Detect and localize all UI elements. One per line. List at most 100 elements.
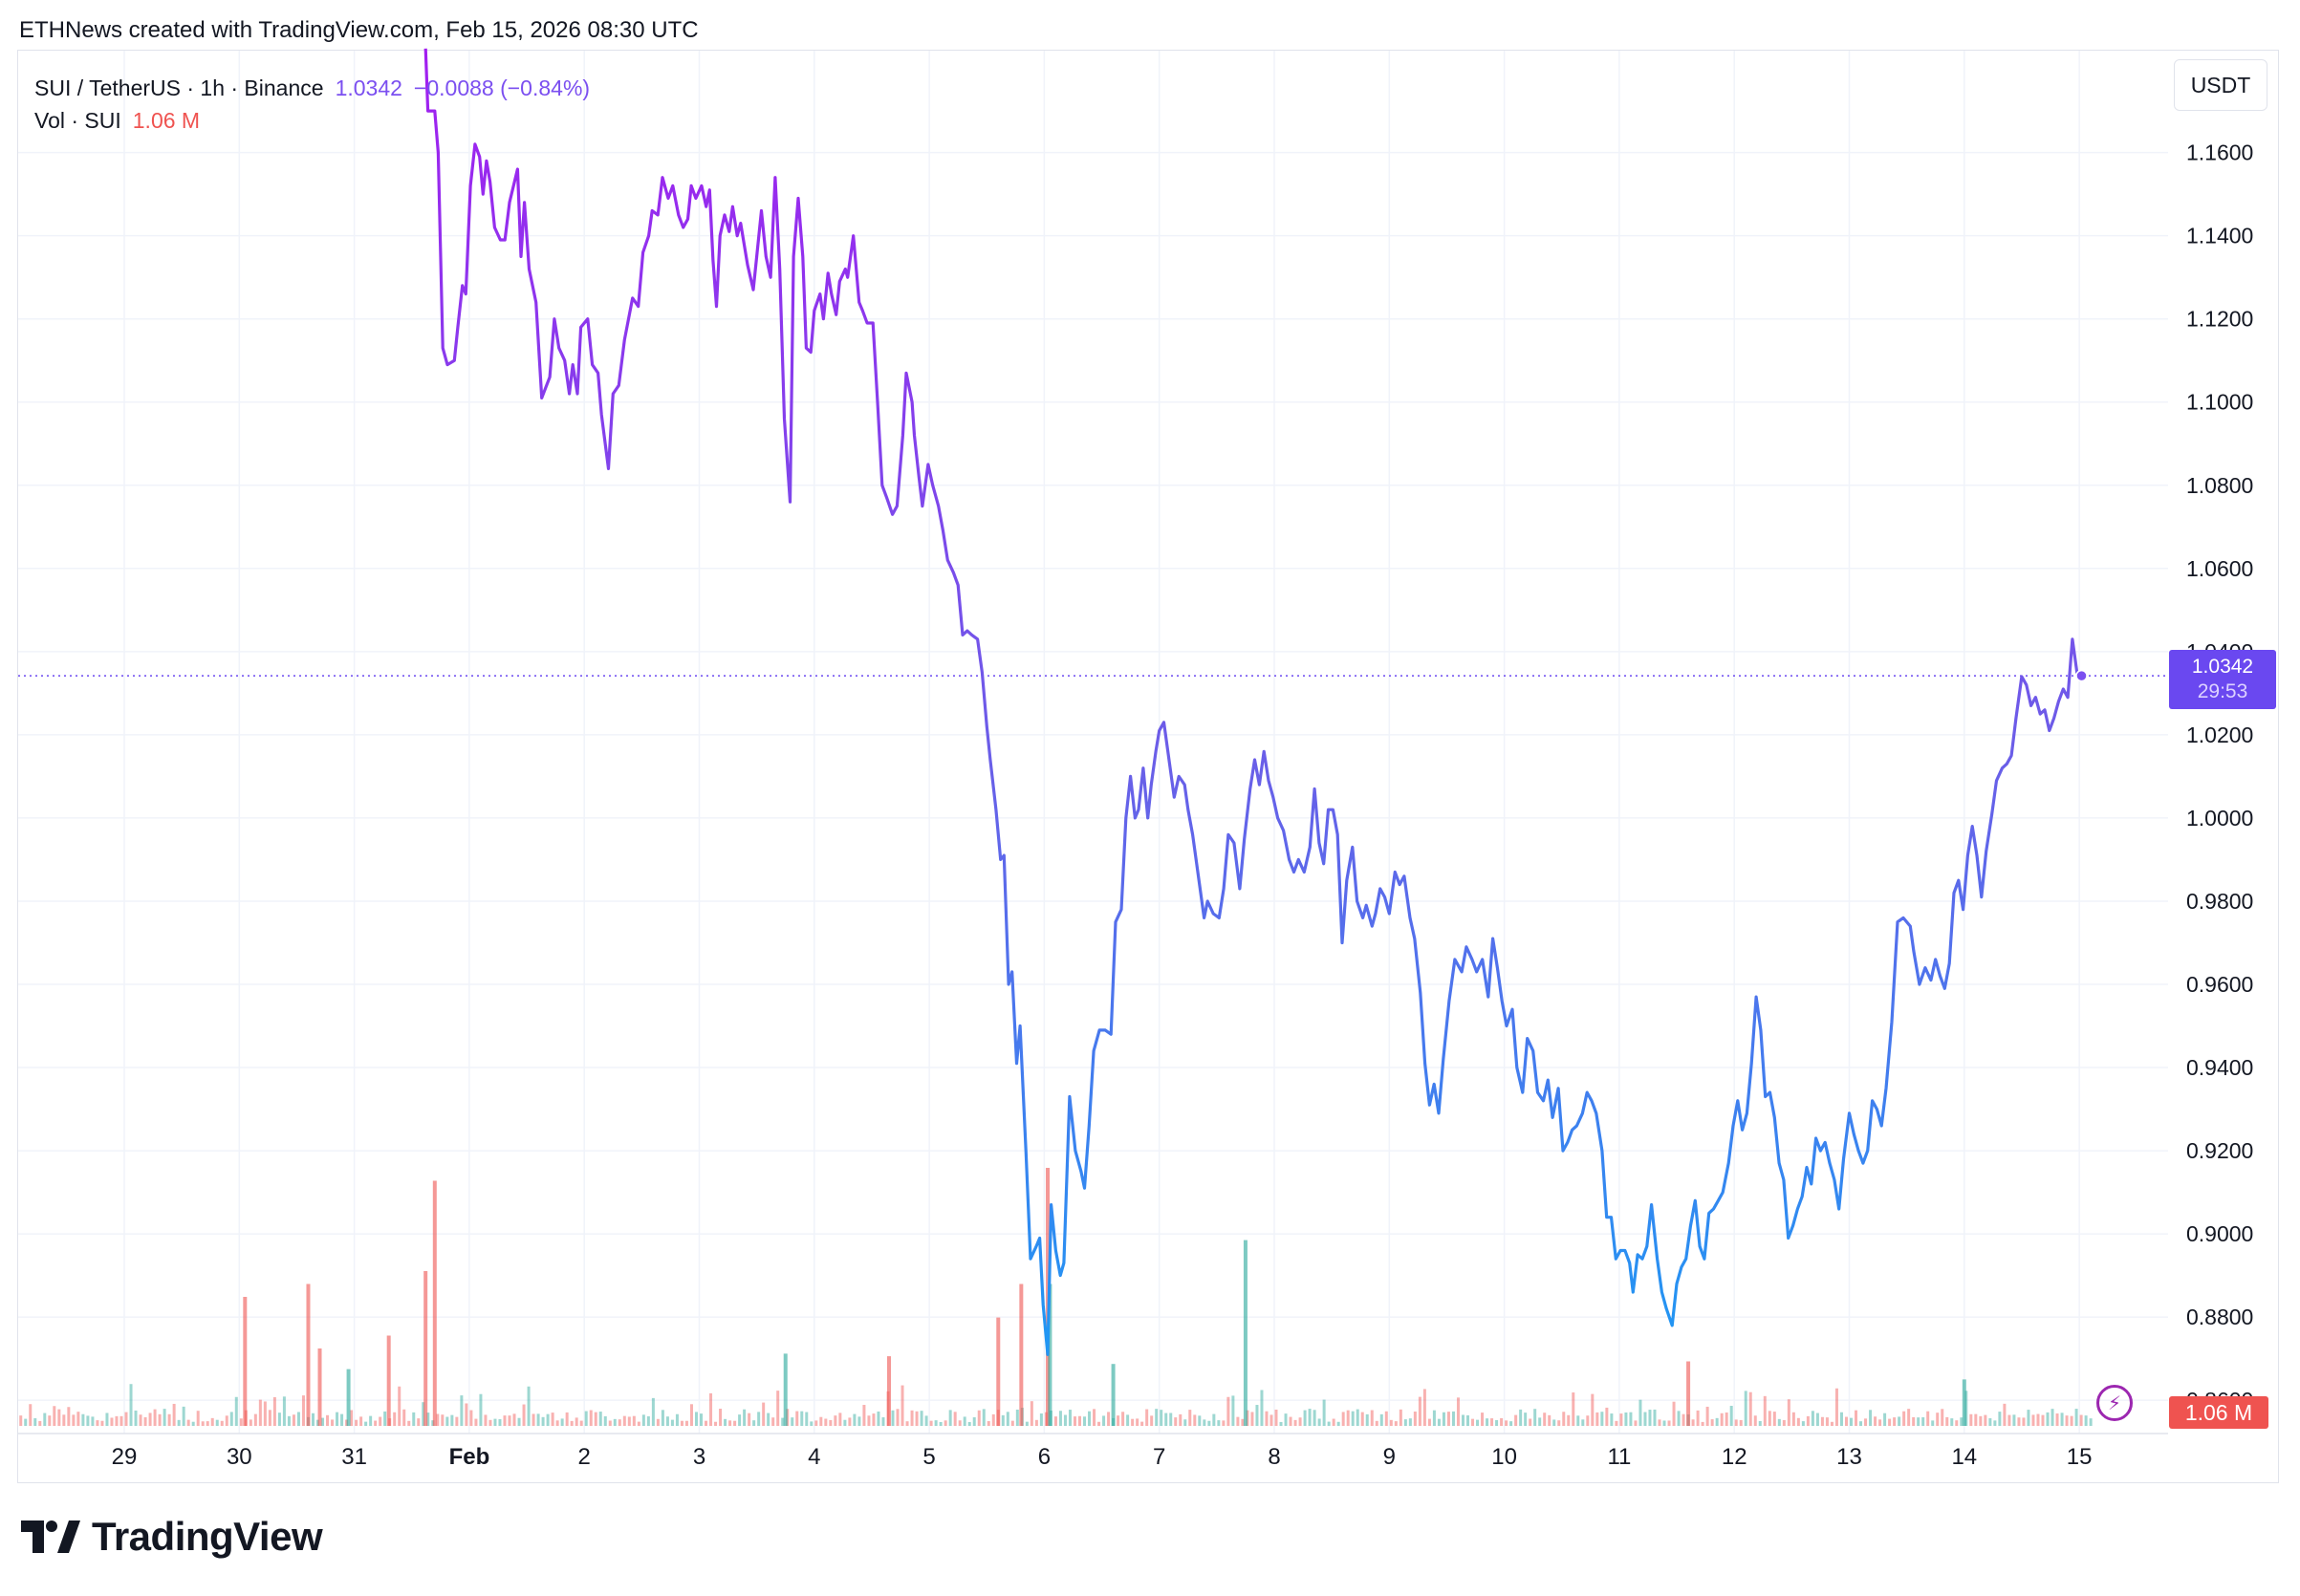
volume-bar (944, 1420, 947, 1426)
volume-bar (91, 1416, 95, 1426)
volume-bar (1375, 1420, 1378, 1426)
volume-bar (38, 1420, 42, 1426)
volume-bar (641, 1414, 645, 1426)
volume-bar (1595, 1412, 1599, 1426)
x-axis-tick-label: 10 (1491, 1444, 1517, 1470)
volume-bar (872, 1413, 876, 1426)
volume-bar (301, 1395, 305, 1426)
x-axis-tick-label: 7 (1153, 1444, 1165, 1470)
volume-bar (407, 1420, 411, 1426)
volume-bar (1236, 1416, 1240, 1426)
volume-bar (493, 1418, 497, 1426)
volume-bar (1207, 1420, 1211, 1426)
volume-bar (1864, 1418, 1868, 1426)
volume-bar (1241, 1418, 1245, 1426)
volume-bar (1998, 1412, 2002, 1426)
volume-bar (1289, 1416, 1292, 1426)
volume-bar (2007, 1414, 2011, 1426)
volume-spike-bar (1019, 1283, 1024, 1426)
volume-bar (1265, 1411, 1269, 1426)
volume-bar (1753, 1415, 1757, 1426)
volume-bar (1365, 1413, 1369, 1426)
volume-bar (1001, 1414, 1005, 1426)
volume-bar (1514, 1414, 1518, 1426)
volume-bar (579, 1420, 583, 1426)
volume-bar (1164, 1413, 1168, 1426)
y-axis-tick-label: 1.1000 (2186, 390, 2253, 415)
volume-bar (119, 1415, 123, 1426)
volume-bar (877, 1411, 880, 1426)
volume-bar (924, 1415, 928, 1426)
tradingview-logo-text: TradingView (92, 1514, 323, 1559)
volume-spike-bar (243, 1297, 248, 1426)
volume-bar (1174, 1417, 1178, 1426)
volume-bar (805, 1412, 809, 1426)
volume-bar (1806, 1415, 1810, 1426)
bar-countdown: 29:53 (2197, 680, 2248, 702)
y-axis-tick-label: 1.1400 (2186, 224, 2253, 248)
volume-bar (934, 1420, 938, 1426)
volume-bar (1422, 1389, 1426, 1426)
volume-bar (340, 1413, 344, 1426)
volume-bar (316, 1419, 320, 1426)
volume-bar (705, 1420, 708, 1426)
volume-bar (124, 1412, 128, 1426)
volume-bar (1351, 1411, 1355, 1426)
volume-bar (1979, 1415, 1983, 1426)
volume-bar (1155, 1409, 1159, 1426)
x-axis-tick-label: 11 (1607, 1444, 1631, 1470)
volume-bar (369, 1415, 373, 1426)
volume-bar (719, 1409, 723, 1426)
x-axis-tick-label: 5 (922, 1444, 935, 1470)
volume-bar (210, 1417, 214, 1426)
x-axis-tick-label: 6 (1038, 1444, 1051, 1470)
volume-bar (1394, 1421, 1398, 1426)
x-axis-tick-label: 15 (2067, 1444, 2093, 1470)
volume-bar (536, 1413, 540, 1426)
volume-bar (1624, 1412, 1628, 1426)
volume-bar (665, 1416, 669, 1426)
y-axis-tick-label: 1.0200 (2186, 723, 2253, 747)
volume-bar (191, 1421, 195, 1426)
volume-bar (565, 1412, 569, 1426)
legend-last-price: 1.0342 (335, 75, 402, 100)
x-axis-tick-label: 2 (578, 1444, 591, 1470)
volume-bar (608, 1420, 612, 1426)
volume-bar (512, 1413, 516, 1426)
volume-bar (1552, 1419, 1556, 1426)
volume-bar (2060, 1413, 2064, 1426)
volume-bar (100, 1420, 104, 1426)
y-axis-tick-label: 0.9000 (2186, 1221, 2253, 1246)
volume-bar (589, 1410, 593, 1426)
tradingview-logo[interactable]: TradingView (21, 1514, 323, 1560)
volume-bar (791, 1417, 794, 1426)
volume-bar (450, 1414, 454, 1426)
volume-bar (1408, 1418, 1412, 1426)
volume-bar (656, 1418, 660, 1426)
volume-bar (1917, 1417, 1920, 1426)
volume-bar (2079, 1414, 2083, 1426)
volume-spike-bar (1048, 1283, 1052, 1426)
volume-bar (1217, 1420, 1221, 1426)
lightning-icon[interactable]: ⚡ (2096, 1385, 2133, 1421)
currency-button[interactable]: USDT (2174, 59, 2267, 111)
volume-bar (1964, 1391, 1968, 1426)
volume-bar (838, 1413, 842, 1426)
volume-bar (129, 1384, 133, 1426)
volume-bar (1787, 1399, 1790, 1426)
volume-bar (603, 1415, 607, 1426)
volume-bar (862, 1405, 866, 1426)
volume-bar (508, 1415, 511, 1426)
x-axis-tick-label: 3 (693, 1444, 705, 1470)
volume-bar (331, 1419, 335, 1426)
volume-bar (1384, 1411, 1388, 1426)
legend-volume-value: 1.06 M (132, 108, 201, 133)
chart-area[interactable] (17, 50, 2279, 1483)
volume-bar (1107, 1412, 1111, 1426)
volume-bar (1093, 1409, 1096, 1426)
volume-spike-bar (306, 1283, 311, 1426)
volume-bar (1682, 1413, 1685, 1426)
volume-bar (1524, 1413, 1528, 1426)
volume-bar (345, 1419, 349, 1426)
